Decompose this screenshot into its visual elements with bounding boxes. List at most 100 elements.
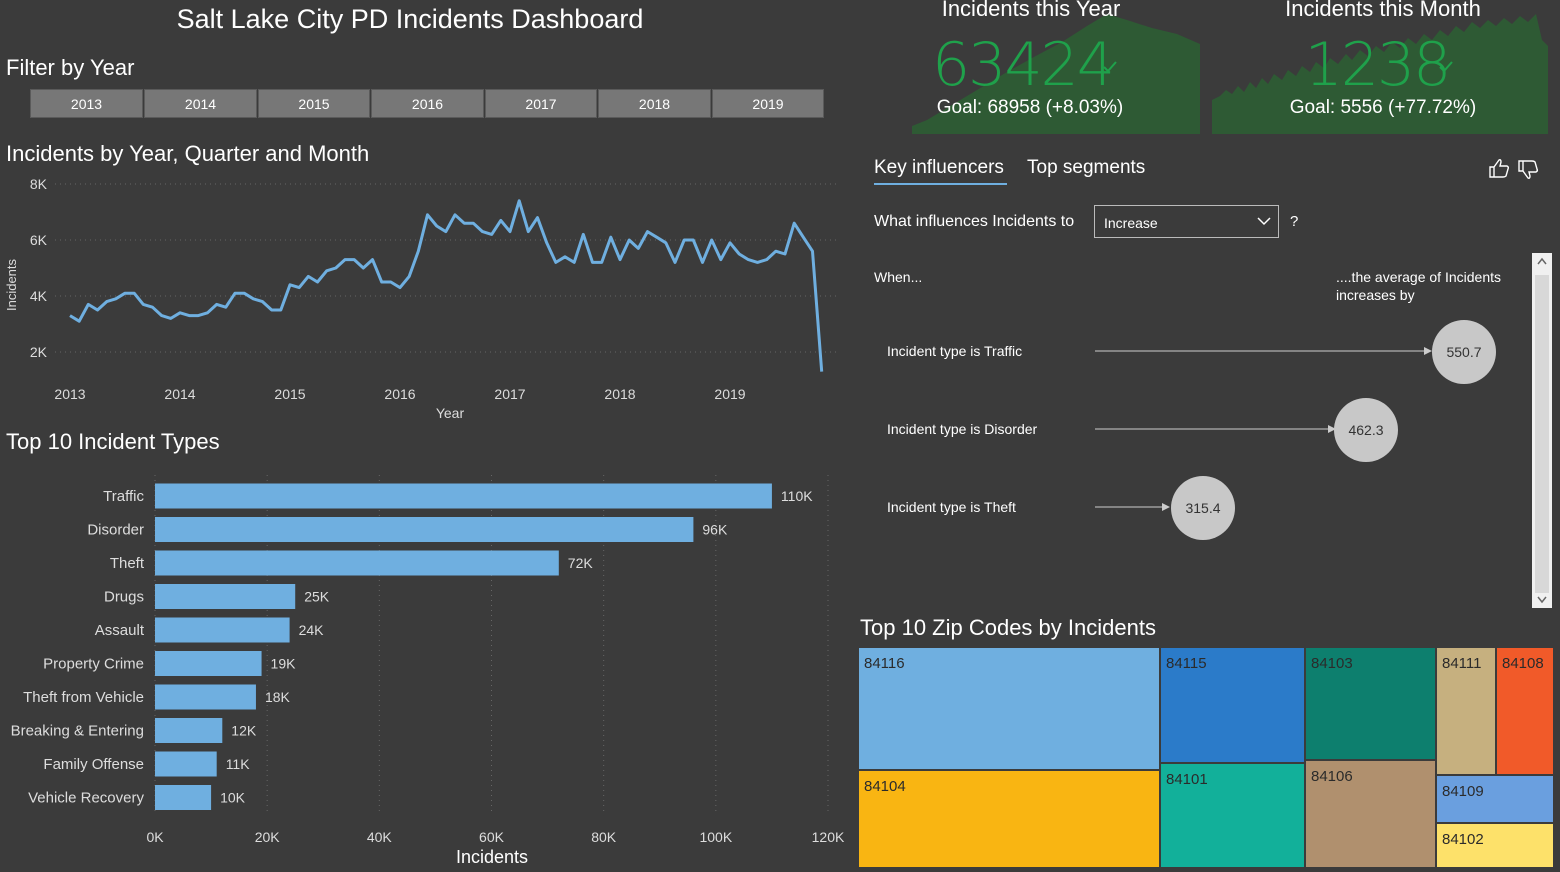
kpi-year-area (912, 14, 1200, 134)
key-influencers-visual: Key influencers Top segments What influe… (860, 145, 1552, 615)
treemap-cell-84101[interactable]: 84101 (1160, 763, 1305, 868)
bar-category-label: Traffic (103, 488, 144, 505)
influencer-bubble-traffic[interactable]: 550.7 (1432, 320, 1496, 384)
bar-data-label: 10K (220, 790, 246, 806)
influencer-arrow (1095, 347, 1432, 355)
x-tick-label: 2017 (494, 386, 525, 402)
thumbs-up-icon[interactable] (1488, 157, 1512, 179)
kpi-month-goal: Goal: 5556 (+77.72%) (1289, 97, 1477, 118)
treemap-cell-84109[interactable]: 84109 (1436, 775, 1554, 823)
treemap-title: Top 10 Zip Codes by Incidents (860, 615, 1156, 640)
bar-data-label: 19K (271, 656, 297, 672)
tab-top-segments[interactable]: Top segments (1027, 157, 1146, 178)
bar (155, 651, 262, 676)
influencer-label-disorder[interactable]: Incident type is Disorder (887, 421, 1038, 437)
influencer-bubble-theft[interactable]: 315.4 (1171, 476, 1235, 540)
treemap-cell-84103[interactable]: 84103 (1305, 647, 1436, 760)
influence-dropdown[interactable]: Increase (1094, 205, 1279, 238)
bar (155, 718, 223, 743)
x-tick-label: 80K (591, 829, 617, 845)
treemap: 84116 84104 84115 84101 84103 84106 8411… (858, 647, 1554, 868)
x-tick-label: 120K (812, 829, 845, 845)
year-button-2019[interactable]: 2019 (712, 89, 824, 118)
when-label: When... (874, 269, 923, 285)
dropdown-value: Increase (1104, 215, 1158, 231)
influencer-label-theft[interactable]: Incident type is Theft (887, 499, 1016, 515)
kpi-month-value: 1238 (1304, 30, 1452, 100)
bar-category-label: Drugs (104, 589, 144, 606)
x-tick-label: 2014 (164, 386, 195, 402)
y-axis-title: Incidents (4, 258, 19, 311)
kpi-card-year[interactable]: Incidents this Year 63424 Goal: 68958 (+… (912, 0, 1200, 134)
filter-title: Filter by Year (6, 55, 135, 80)
treemap-cell-84102[interactable]: 84102 (1436, 823, 1554, 868)
x-tick-label: 2019 (714, 386, 745, 402)
influencer-bubble-disorder[interactable]: 462.3 (1334, 398, 1398, 462)
x-axis-title: Year (436, 405, 465, 421)
x-tick-label: 2015 (274, 386, 305, 402)
x-tick-label: 2018 (604, 386, 635, 402)
bar-category-label: Theft from Vehicle (23, 689, 144, 706)
bar-data-label: 96K (702, 522, 728, 538)
treemap-cell-84108[interactable]: 84108 (1496, 647, 1554, 775)
influencer-arrow (1095, 503, 1170, 511)
treemap-cell-84104[interactable]: 84104 (858, 770, 1160, 868)
year-button-2015[interactable]: 2015 (258, 89, 370, 118)
kpi-year-value: 63424 (932, 30, 1115, 100)
thumbs-down-icon[interactable] (1517, 159, 1541, 181)
year-button-2016[interactable]: 2016 (371, 89, 484, 118)
x-tick-label: 20K (255, 829, 281, 845)
bar-data-label: 25K (304, 589, 330, 605)
bar (155, 617, 290, 643)
kpi-year-title: Incidents this Year (941, 0, 1121, 21)
chevron-down-icon (1257, 217, 1271, 226)
average-label-line2: increases by (1336, 287, 1415, 303)
year-button-2014[interactable]: 2014 (144, 89, 257, 118)
check-icon (1439, 61, 1453, 73)
bar (155, 785, 212, 810)
bar-data-label: 12K (231, 723, 257, 739)
dashboard-title: Salt Lake City PD Incidents Dashboard (176, 4, 644, 34)
influencer-label-traffic[interactable]: Incident type is Traffic (887, 343, 1023, 359)
bar-category-label: Family Offense (43, 756, 144, 773)
tab-key-influencers[interactable]: Key influencers (874, 157, 1004, 178)
kpi-card-month[interactable]: Incidents this Month 1238 Goal: 5556 (+7… (1212, 0, 1548, 134)
active-tab-underline (874, 183, 1007, 185)
average-label-line1: ....the average of Incidents (1336, 269, 1501, 285)
scroll-down-icon[interactable] (1537, 596, 1547, 604)
bar-category-label: Breaking & Entering (11, 723, 144, 740)
y-tick-label: 4K (30, 288, 48, 304)
incidents-line-series (69, 199, 824, 372)
bar (155, 751, 217, 777)
check-icon (1103, 61, 1117, 73)
x-tick-label: 2013 (54, 386, 85, 402)
x-tick-label: 100K (699, 829, 732, 845)
treemap-cell-84116[interactable]: 84116 (858, 647, 1160, 770)
x-axis-title: Incidents (456, 847, 528, 867)
bar (155, 584, 296, 609)
bar-category-label: Disorder (87, 522, 144, 539)
x-tick-label: 2016 (384, 386, 415, 402)
bar-chart-title: Top 10 Incident Types (6, 429, 220, 454)
y-tick-label: 8K (30, 176, 48, 192)
bar-chart[interactable]: 0K 20K 40K 60K 80K 100K 120K Incidents Traffic 11… (0, 470, 855, 872)
treemap-cell-84115[interactable]: 84115 (1160, 647, 1305, 763)
bar-data-label: 24K (299, 622, 325, 638)
year-button-2018[interactable]: 2018 (598, 89, 711, 118)
y-tick-label: 2K (30, 344, 48, 360)
bar (155, 684, 256, 710)
treemap-cell-84106[interactable]: 84106 (1305, 760, 1436, 868)
scrollbar[interactable] (1532, 253, 1552, 608)
treemap-cell-84111[interactable]: 84111 (1436, 647, 1496, 775)
x-tick-label: 60K (479, 829, 505, 845)
influencer-arrow (1095, 425, 1336, 433)
scrollbar-thumb[interactable] (1535, 275, 1549, 593)
line-chart-title: Incidents by Year, Quarter and Month (6, 141, 370, 166)
year-button-2017[interactable]: 2017 (485, 89, 597, 118)
scroll-up-icon[interactable] (1537, 257, 1547, 265)
line-chart[interactable]: 2K 4K 6K 8K 2013 2014 2015 2016 2017 2018 2019 Year… (0, 170, 850, 425)
kpi-year-goal: Goal: 68958 (+8.03%) (936, 97, 1124, 118)
kpi-month-title: Incidents this Month (1285, 0, 1481, 21)
year-button-2013[interactable]: 2013 (30, 89, 143, 118)
help-question-mark[interactable]: ? (1290, 213, 1299, 230)
